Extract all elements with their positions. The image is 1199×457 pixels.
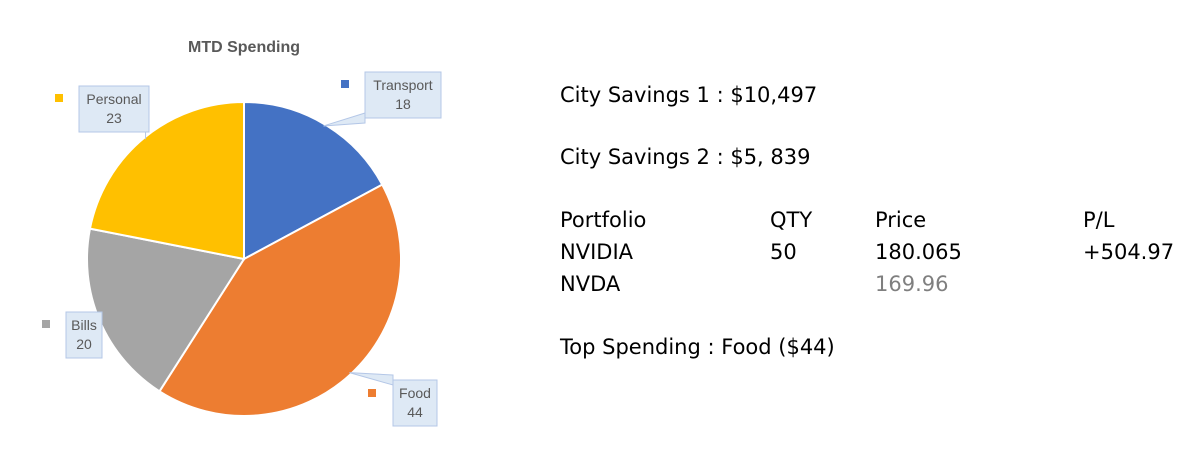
legend-marker <box>341 80 349 88</box>
data-label-category: Food <box>399 385 431 401</box>
data-label-category: Bills <box>71 317 97 333</box>
callout-transport: Transport 18 <box>323 71 442 127</box>
pie-slice-personal <box>88 100 245 261</box>
legend-marker <box>368 389 376 397</box>
row-1-name: NVIDIA <box>560 240 633 264</box>
city-savings-1: City Savings 1 : $10,497 <box>560 83 818 107</box>
legend-marker <box>55 94 63 102</box>
pie-chart-svg: MTD Spending Transport 18 Food 44 Bills 20 Per… <box>42 39 442 427</box>
legend-marker <box>42 320 50 328</box>
chart-title: MTD Spending <box>188 39 300 56</box>
pie-callouts: Transport 18 Food 44 Bills 20 Personal 23 <box>42 71 442 427</box>
data-label-value: 44 <box>407 404 423 420</box>
data-label-value: 20 <box>76 336 92 352</box>
callout-personal: Personal 23 <box>55 85 150 140</box>
header-portfolio: Portfolio <box>560 208 647 232</box>
callout-box <box>392 379 438 427</box>
row-1-price: 180.065 <box>875 240 962 264</box>
header-pl: P/L <box>1083 208 1115 232</box>
callout-box <box>65 311 103 359</box>
pie-slice-transport <box>243 100 384 261</box>
callout-bills: Bills 20 <box>42 311 103 359</box>
row-1-qty: 50 <box>770 240 797 264</box>
row-2-name: NVDA <box>560 272 621 296</box>
row-2-price: 169.96 <box>875 272 949 296</box>
header-price: Price <box>875 208 927 232</box>
data-label-category: Transport <box>373 77 433 93</box>
data-label-value: 18 <box>395 96 411 112</box>
header-qty: QTY <box>770 208 813 232</box>
data-label-value: 23 <box>106 110 122 126</box>
callout-leader <box>349 372 394 386</box>
pie-slices <box>86 100 402 417</box>
pie-chart: MTD Spending Transport 18 Food 44 Bills 20 Per… <box>0 0 520 457</box>
top-spending: Top Spending : Food ($44) <box>560 335 835 359</box>
callout-box <box>78 85 150 133</box>
pie-slice-food <box>158 183 402 417</box>
callout-food: Food 44 <box>349 372 438 427</box>
callout-leader <box>323 112 366 127</box>
data-label-category: Personal <box>86 91 141 107</box>
callout-box <box>364 71 442 119</box>
city-savings-2: City Savings 2 : $5, 839 <box>560 145 811 169</box>
summary-panel: City Savings 1 : $10,497 City Savings 2 … <box>560 0 1199 457</box>
row-1-pl: +504.97 <box>1083 240 1175 264</box>
